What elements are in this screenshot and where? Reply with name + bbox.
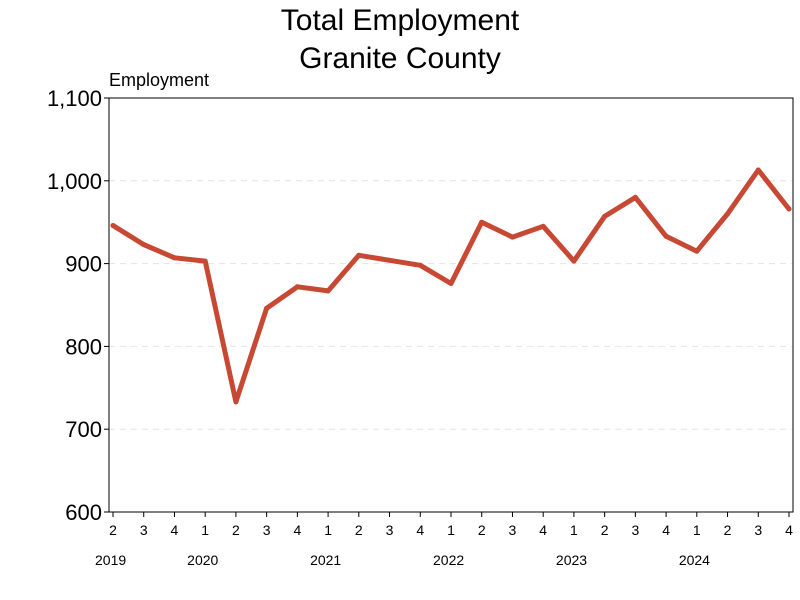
x-tick-label: 3	[263, 522, 271, 538]
data-point	[602, 213, 608, 219]
grid-lines	[109, 180, 793, 430]
data-point	[509, 234, 515, 240]
x-tick-label: 1	[447, 522, 455, 538]
plot-frame	[108, 97, 794, 513]
x-tick-label: 2	[355, 522, 363, 538]
data-point	[725, 211, 731, 217]
x-tick-label: 2	[109, 522, 117, 538]
x-tick-label: 1	[570, 522, 578, 538]
x-tick-label: 3	[509, 522, 517, 538]
x-tick-label: 4	[662, 522, 670, 538]
data-point	[387, 257, 393, 263]
data-point	[202, 258, 208, 264]
y-tick-label: 800	[65, 334, 102, 359]
year-label: 2024	[679, 552, 710, 568]
chart-subtitle: Granite County	[299, 42, 501, 75]
data-point	[356, 252, 362, 258]
y-axis-label: Employment	[109, 70, 209, 90]
data-point	[264, 305, 270, 311]
data-point	[294, 284, 300, 290]
data-point	[479, 219, 485, 225]
data-point	[141, 242, 147, 248]
y-tick-label: 700	[65, 417, 102, 442]
data-point	[632, 194, 638, 200]
x-tick-label: 2	[724, 522, 732, 538]
year-label: 2019	[95, 552, 126, 568]
data-point	[448, 280, 454, 286]
year-label: 2023	[556, 552, 587, 568]
y-tick-label: 1,000	[47, 169, 102, 194]
series-layer	[110, 167, 792, 405]
y-ticks: 600 700 800 900 1,000 1,100	[47, 86, 109, 525]
y-tick-label: 900	[65, 252, 102, 277]
y-tick-label: 1,100	[47, 86, 102, 111]
x-tick-label: 2	[232, 522, 240, 538]
year-label: 2020	[187, 552, 218, 568]
data-point	[540, 223, 546, 229]
x-tick-label: 4	[293, 522, 301, 538]
year-label: 2021	[310, 552, 341, 568]
data-point	[171, 255, 177, 261]
x-tick-label: 4	[785, 522, 793, 538]
data-point	[663, 233, 669, 239]
data-point	[417, 262, 423, 268]
chart-title: Total Employment	[281, 4, 520, 37]
x-tick-label: 3	[140, 522, 148, 538]
year-label: 2022	[433, 552, 464, 568]
x-tick-label: 3	[631, 522, 639, 538]
data-point	[694, 248, 700, 254]
x-tick-label: 1	[324, 522, 332, 538]
data-point	[786, 206, 792, 212]
x-tick-label: 4	[171, 522, 179, 538]
x-tick-label: 3	[754, 522, 762, 538]
data-point	[110, 223, 116, 229]
data-point	[325, 288, 331, 294]
data-point	[571, 258, 577, 264]
data-point	[233, 399, 239, 405]
x-tick-label: 2	[478, 522, 486, 538]
x-tick-label: 4	[539, 522, 547, 538]
x-tick-label: 1	[693, 522, 701, 538]
x-tick-label: 2	[601, 522, 609, 538]
axes	[108, 97, 794, 513]
y-tick-label: 600	[65, 500, 102, 525]
x-tick-label: 3	[386, 522, 394, 538]
data-point	[755, 167, 761, 173]
x-tick-label: 1	[201, 522, 209, 538]
x-ticks: 2 3 4 1 2 3 4 1 2 3 4 1 2 3 4 1 2 3 4 1 2 3 4 2019 2020 2021 2022 2…	[95, 512, 793, 568]
x-tick-label: 4	[416, 522, 424, 538]
